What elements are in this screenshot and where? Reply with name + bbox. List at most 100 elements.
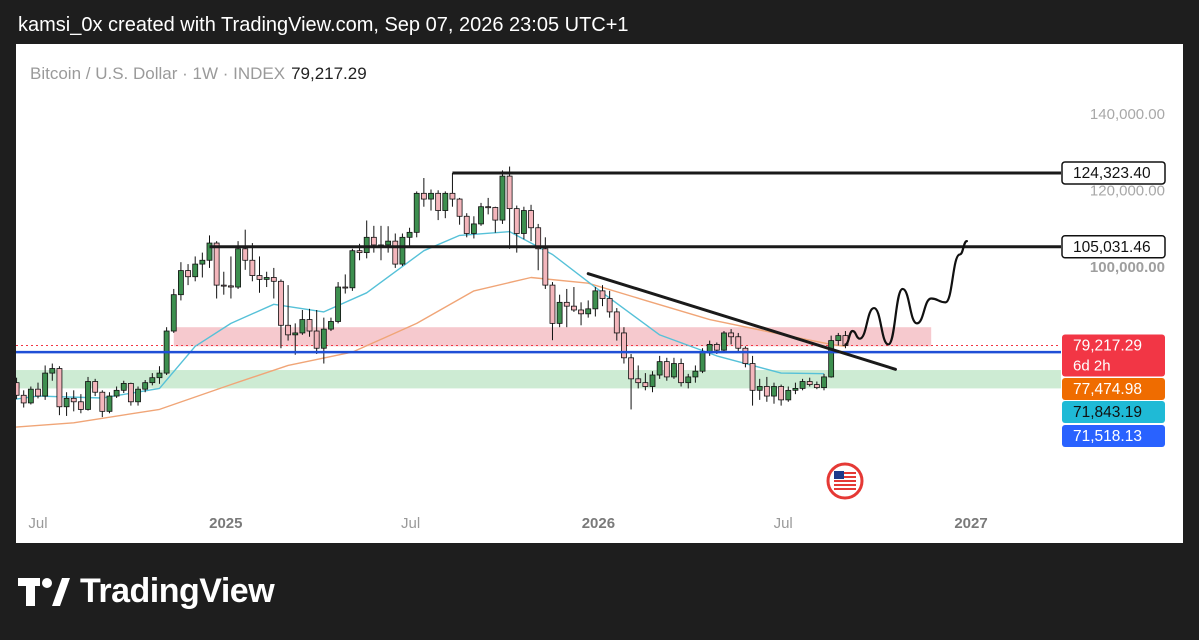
candle (92, 378, 99, 397)
candle (685, 373, 692, 389)
x-tick-label: Jul (28, 515, 47, 532)
candle (756, 378, 763, 400)
price-label-box (1062, 334, 1165, 377)
candle-body (613, 311, 620, 334)
candle (349, 248, 356, 291)
candle (249, 243, 256, 282)
candle-body (542, 248, 549, 286)
candle (413, 191, 420, 238)
ema-slow-line (16, 276, 846, 428)
candle-body (235, 248, 241, 288)
candle-body (749, 363, 756, 391)
candle-body (413, 192, 420, 233)
projection-path (844, 240, 969, 346)
candle-body (721, 332, 727, 351)
candle-body (120, 383, 127, 391)
candle-body (778, 386, 785, 401)
chart-panel[interactable]: Bitcoin / U.S. Dollar · 1W · INDEX 79,217… (16, 44, 1183, 543)
candle-body (728, 332, 735, 338)
candle (771, 382, 777, 404)
candle (263, 271, 270, 288)
x-tick-label: 2026 (582, 515, 615, 532)
candle-body (478, 206, 484, 225)
candle-body (178, 270, 184, 296)
candle (435, 190, 442, 221)
candle (213, 241, 220, 299)
candle (27, 386, 34, 405)
candle-body (349, 250, 356, 289)
candle (242, 229, 249, 270)
candle (513, 205, 520, 253)
candle (692, 365, 699, 383)
price-chart[interactable]: 140,000.00 120,000.00 100,000.00 Jul 2025 Jul… (16, 44, 1183, 543)
candle-body (328, 321, 334, 330)
candle (63, 392, 70, 416)
candle (392, 233, 399, 268)
candle-body (513, 208, 520, 234)
y-tick-label: 140,000.00 (1090, 106, 1165, 123)
x-tick-label: Jul (774, 515, 793, 532)
candle-body (342, 286, 349, 289)
candle (828, 335, 835, 378)
y-tick-label: 120,000.00 (1090, 183, 1165, 200)
candle-body (585, 308, 592, 315)
candle (485, 197, 492, 215)
price-label-box (1061, 161, 1166, 185)
candle (778, 384, 785, 406)
candle (49, 363, 56, 381)
x-tick-label: 2025 (209, 515, 242, 532)
candle-body (16, 382, 20, 396)
candle-body (685, 376, 692, 384)
candle (428, 189, 434, 211)
candle-body (242, 248, 249, 261)
candle (256, 256, 263, 293)
candle (420, 178, 427, 207)
candle (571, 287, 577, 312)
candle-body (149, 377, 156, 384)
candle-body (828, 340, 835, 378)
candle (585, 300, 592, 318)
candle (556, 294, 563, 328)
price-label: 77,474.98 (1062, 378, 1165, 400)
candle (199, 252, 206, 278)
candle (763, 376, 770, 402)
candle (470, 216, 477, 239)
candle-body (463, 215, 470, 234)
candle (613, 308, 620, 341)
candle-body (678, 363, 684, 384)
candle (542, 237, 549, 289)
candle (463, 213, 470, 238)
candle-body (470, 223, 477, 234)
candle (549, 282, 556, 341)
candle (635, 365, 642, 389)
candle-body (663, 361, 670, 378)
candle (192, 256, 199, 282)
candle (149, 373, 156, 386)
candle (578, 302, 584, 326)
candle (806, 377, 813, 387)
candle (835, 332, 842, 346)
flag-stripe (834, 488, 856, 490)
candle (142, 379, 149, 393)
price-label-box (1062, 401, 1165, 423)
candle (735, 332, 742, 353)
candle-body (399, 236, 406, 265)
symbol-info: Bitcoin / U.S. Dollar · 1W · INDEX 79,217… (30, 64, 367, 84)
candle-body (556, 301, 563, 324)
candle-body (785, 389, 792, 401)
candle-body (635, 378, 642, 384)
candle-body (156, 372, 163, 379)
candle (813, 381, 820, 390)
candle-body (63, 397, 70, 408)
candle (106, 392, 113, 414)
candle (456, 197, 463, 225)
candle-body (506, 175, 513, 210)
candle (85, 376, 91, 411)
candle-body (499, 175, 506, 221)
candle-body (492, 207, 499, 221)
candle (292, 323, 299, 355)
candle-body (292, 332, 299, 336)
candle (656, 355, 663, 379)
candle-body (85, 381, 91, 410)
ema-fast-line (16, 230, 825, 400)
